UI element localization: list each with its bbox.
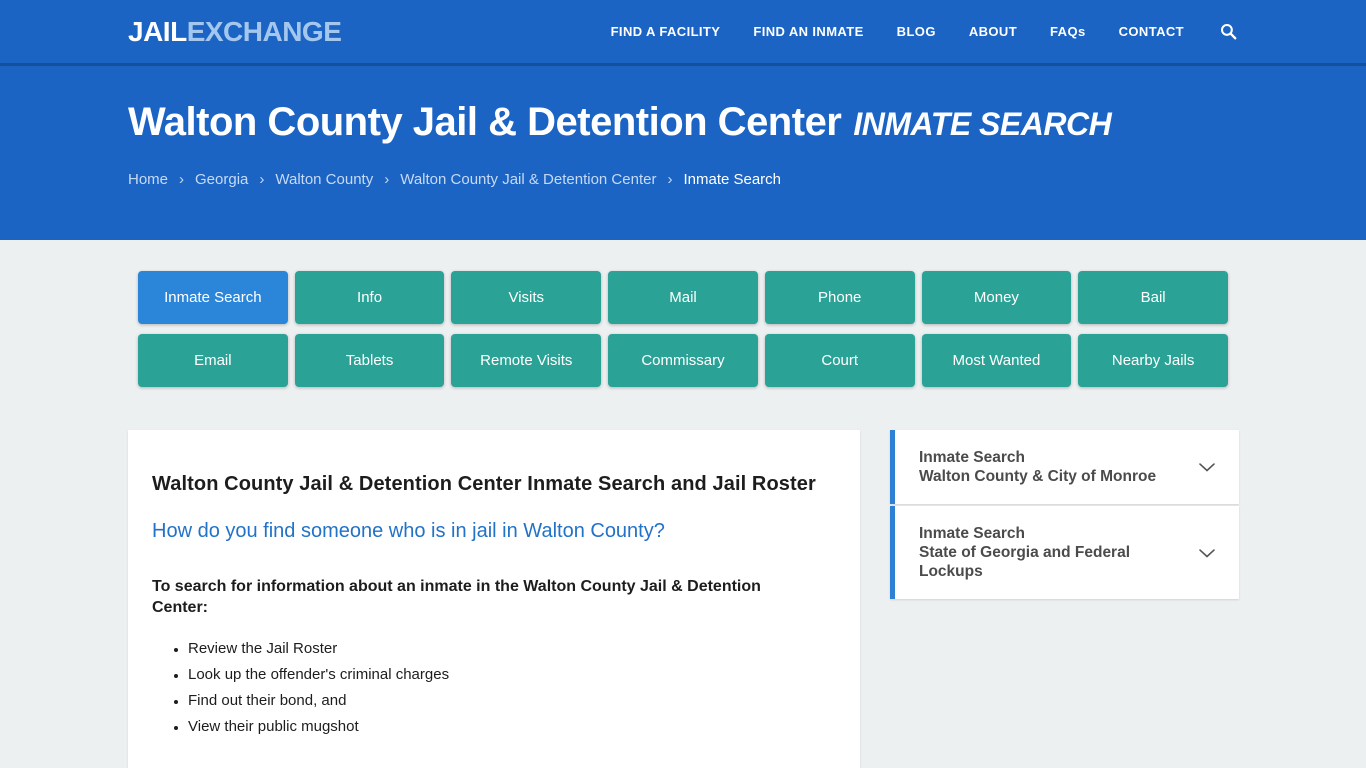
nav-find-an-inmate[interactable]: FIND AN INMATE [753,24,864,39]
page-title-main: Walton County Jail & Detention Center [128,100,842,144]
top-navbar: JAILEXCHANGE FIND A FACILITY FIND AN INM… [0,0,1366,66]
accordion-title: Inmate Search [919,449,1025,466]
logo-part-jail: JAIL [128,15,187,47]
tab-phone[interactable]: Phone [764,271,915,324]
accordion-inmate-search-county[interactable]: Inmate Search Walton County & City of Mo… [890,430,1239,504]
accordion-subtitle: State of Georgia and Federal Lockups [919,544,1131,580]
accordion-subtitle: Walton County & City of Monroe [919,468,1157,485]
nav-blog[interactable]: BLOG [896,24,936,39]
list-item: Review the Jail Roster [188,641,824,656]
breadcrumb-current-inmate-search: Inmate Search [683,171,782,188]
tab-bail[interactable]: Bail [1078,271,1228,324]
tab-mail[interactable]: Mail [608,271,758,324]
logo-part-exchange: EXCHANGE [186,15,342,47]
chevron-down-icon [1193,453,1221,481]
article-heading: Walton County Jail & Detention Center In… [152,473,816,495]
facility-tabs: Inmate Search Info Visits Mail Phone Mon… [128,271,1238,387]
nav-contact[interactable]: CONTACT [1118,24,1184,39]
tab-email[interactable]: Email [138,334,288,387]
article-card: Walton County Jail & Detention Center In… [128,430,860,768]
nav-faqs[interactable]: FAQs [1050,24,1086,39]
tab-court[interactable]: Court [764,334,915,387]
nav-about[interactable]: ABOUT [968,24,1018,39]
site-logo[interactable]: JAILEXCHANGE [128,15,342,48]
article-subheading: How do you find someone who is in jail i… [152,520,665,542]
chevron-right-icon: › [384,171,390,188]
chevron-down-icon [1193,539,1221,567]
list-item: View their public mugshot [188,719,824,734]
tab-most-wanted[interactable]: Most Wanted [921,334,1072,387]
sidebar: Inmate Search Walton County & City of Mo… [890,430,1239,768]
breadcrumb: Home › Georgia › Walton County › Walton … [128,171,1238,188]
tab-money[interactable]: Money [921,271,1072,324]
search-steps-list: Review the Jail Roster Look up the offen… [152,641,824,734]
tab-remote-visits[interactable]: Remote Visits [451,334,602,387]
list-item: Look up the offender's criminal charges [188,667,824,682]
list-item: Find out their bond, and [188,693,824,708]
search-icon[interactable] [1219,22,1238,41]
chevron-right-icon: › [259,171,265,188]
article-intro: To search for information about an inmat… [152,578,761,616]
chevron-right-icon: › [667,171,673,188]
accordion-label: Inmate Search Walton County & City of Mo… [919,448,1156,486]
tab-tablets[interactable]: Tablets [294,334,445,387]
accordion-label: Inmate Search State of Georgia and Feder… [919,524,1185,581]
main-content: Walton County Jail & Detention Center In… [128,430,1239,768]
breadcrumb-walton-county[interactable]: Walton County [275,171,374,188]
nav-find-a-facility[interactable]: FIND A FACILITY [610,24,721,39]
breadcrumb-georgia[interactable]: Georgia [195,171,249,188]
tab-visits[interactable]: Visits [451,271,602,324]
hero-section: Walton County Jail & Detention Center INM… [0,66,1366,240]
accordion-title: Inmate Search [919,525,1025,542]
main-nav: FIND A FACILITY FIND AN INMATE BLOG ABOU… [611,22,1238,41]
page-title: Walton County Jail & Detention Center INM… [128,100,1238,145]
chevron-right-icon: › [179,171,185,188]
accordion-inmate-search-state[interactable]: Inmate Search State of Georgia and Feder… [890,506,1239,599]
tab-nearby-jails[interactable]: Nearby Jails [1078,334,1228,387]
page-title-suffix: INMATE SEARCH [853,106,1112,142]
breadcrumb-facility[interactable]: Walton County Jail & Detention Center [400,171,657,188]
breadcrumb-home[interactable]: Home [128,171,169,188]
tab-inmate-search[interactable]: Inmate Search [138,271,288,324]
tab-info[interactable]: Info [294,271,445,324]
tab-commissary[interactable]: Commissary [608,334,758,387]
